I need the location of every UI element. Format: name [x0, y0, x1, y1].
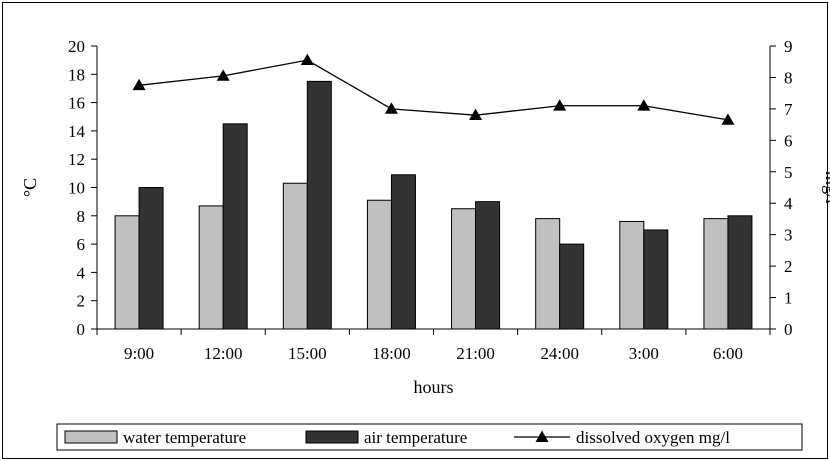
bar-air-temperature — [727, 215, 753, 330]
marker-dissolved-oxygen — [721, 113, 735, 125]
y-right-tick-label: 3 — [784, 226, 793, 245]
marker-dissolved-oxygen — [637, 99, 651, 111]
marker-dissolved-oxygen — [300, 53, 314, 66]
y-left-tick-label: 0 — [77, 320, 86, 339]
x-tick-label: 6:00 — [713, 344, 743, 363]
y-left-tick-label: 16 — [68, 94, 85, 113]
bar-air-temperature — [306, 80, 332, 330]
bar-air-temperature — [559, 243, 585, 330]
legend-label-water-temperature: water temperature — [123, 428, 246, 447]
x-tick-label: 9:00 — [124, 344, 154, 363]
bar-air-temperature — [475, 201, 501, 330]
bar-water-temperature — [703, 218, 729, 330]
y-left-axis-title: °C — [20, 178, 40, 197]
bar-air-temperature — [138, 187, 164, 330]
marker-dissolved-oxygen — [132, 78, 146, 91]
y-right-tick-label: 7 — [784, 100, 793, 119]
marker-dissolved-oxygen — [553, 99, 567, 111]
y-right-tick-label: 9 — [784, 37, 793, 56]
marker-dissolved-oxygen — [216, 69, 230, 81]
y-right-tick-label: 0 — [784, 320, 793, 339]
legend-swatch-air-temperature — [305, 430, 359, 444]
bar-air-temperature — [222, 123, 248, 330]
y-left-tick-label: 4 — [77, 263, 86, 282]
x-axis-title: hours — [414, 377, 454, 397]
legend-swatch-water-temperature — [64, 430, 118, 444]
legend — [56, 423, 803, 451]
y-right-tick-label: 1 — [784, 289, 793, 308]
marker-dissolved-oxygen — [384, 102, 398, 114]
bar-water-temperature — [114, 215, 140, 330]
y-right-tick-label: 5 — [784, 163, 793, 182]
y-right-tick-label: 2 — [784, 257, 793, 276]
x-tick-label: 24:00 — [540, 344, 579, 363]
y-right-tick-label: 4 — [784, 194, 793, 213]
y-left-tick-label: 10 — [68, 179, 85, 198]
bar-water-temperature — [198, 205, 224, 330]
y-left-tick-label: 18 — [68, 65, 85, 84]
bar-air-temperature — [643, 229, 669, 330]
y-left-tick-label: 8 — [77, 207, 86, 226]
y-left-tick-label: 14 — [68, 122, 86, 141]
y-left-tick-label: 12 — [68, 150, 85, 169]
bar-water-temperature — [535, 218, 561, 330]
legend-label-dissolved-oxygen: dissolved oxygen mg/l — [576, 428, 730, 447]
x-tick-label: 3:00 — [629, 344, 659, 363]
x-tick-label: 18:00 — [372, 344, 411, 363]
y-left-tick-label: 20 — [68, 37, 85, 56]
marker-dissolved-oxygen — [469, 108, 483, 121]
y-right-tick-label: 8 — [784, 68, 793, 87]
bar-water-temperature — [619, 220, 645, 330]
bar-water-temperature — [282, 182, 308, 330]
bar-water-temperature — [451, 208, 477, 330]
y-left-tick-label: 2 — [77, 292, 86, 311]
line-dissolved-oxygen — [138, 59, 729, 121]
y-left-tick-label: 6 — [77, 235, 86, 254]
x-tick-label: 21:00 — [456, 344, 495, 363]
y-right-tick-label: 6 — [784, 131, 793, 150]
legend-label-air-temperature: air temperature — [364, 428, 467, 447]
legend-marker-dissolved-oxygen — [535, 430, 549, 442]
bar-water-temperature — [366, 199, 392, 330]
bar-air-temperature — [390, 174, 416, 330]
x-tick-label: 15:00 — [288, 344, 327, 363]
y-right-axis-title: mg/l — [822, 171, 830, 204]
x-tick-label: 12:00 — [204, 344, 243, 363]
